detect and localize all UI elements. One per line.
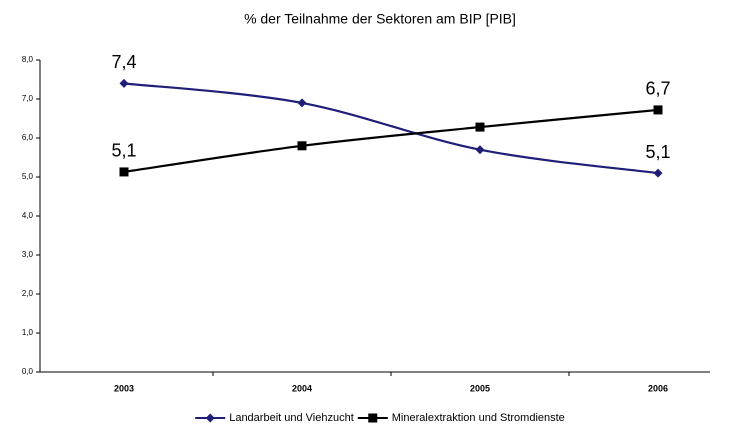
y-tick-label: 5,0 [22,172,34,181]
y-tick-label: 2,0 [22,289,34,298]
legend-label: Landarbeit und Viehzucht [229,412,354,424]
y-tick-label: 6,0 [22,133,34,142]
series-line [123,108,659,174]
x-tick-label: 2003 [114,383,134,393]
y-tick-label: 7,0 [22,94,34,103]
y-tick-label: 0,0 [22,367,34,376]
x-tick-label: 2006 [648,383,668,393]
data-point [297,141,307,151]
legend-marker [205,413,215,423]
series-line [123,82,659,175]
data-point [119,167,129,177]
legend-marker [368,413,378,423]
data-point [653,168,663,178]
data-label: 6,7 [645,79,670,99]
x-tick-label: 2004 [292,383,312,393]
legend-label: Mineralextraktion und Stromdienste [392,412,565,424]
y-tick-label: 4,0 [22,211,34,220]
data-label: 7,4 [111,52,136,72]
data-label: 5,1 [111,141,136,161]
y-tick-label: 3,0 [22,250,34,259]
data-point [297,98,307,108]
chart-title: % der Teilnahme der Sektoren am BIP [PIB… [244,11,516,27]
y-tick-label: 8,0 [22,55,34,64]
data-label: 5,1 [645,142,670,162]
data-point [653,105,663,115]
data-point [119,78,129,88]
data-point [475,122,485,132]
x-tick-label: 2005 [470,383,490,393]
data-point [475,145,485,155]
y-tick-label: 1,0 [22,328,34,337]
